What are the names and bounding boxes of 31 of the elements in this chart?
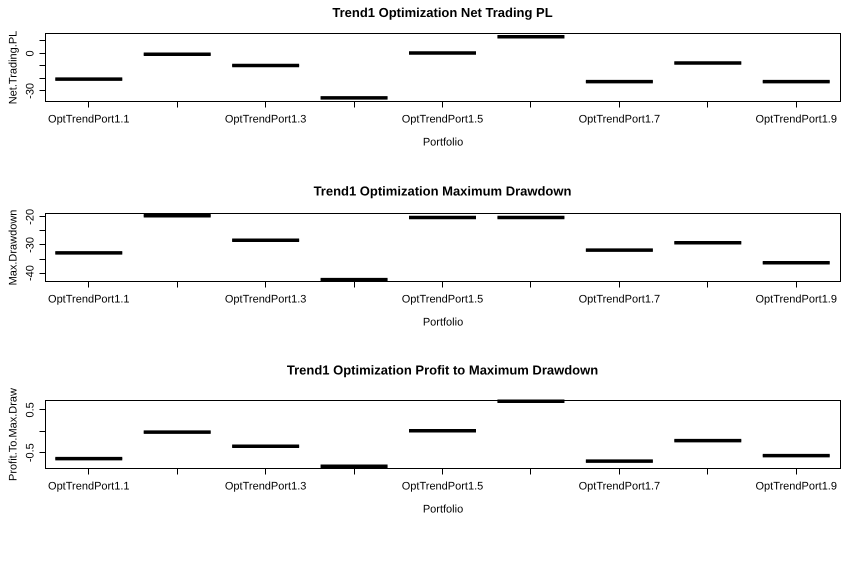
y-tick-label: 0 xyxy=(24,50,36,57)
x-tick-label: OptTrendPort1.3 xyxy=(224,294,306,306)
x-tick-label: OptTrendPort1.9 xyxy=(755,114,837,126)
y-tick-label: -30 xyxy=(24,237,36,253)
x-axis-title: Portfolio xyxy=(422,504,464,516)
chart-title: Trend1 Optimization Maximum Drawdown xyxy=(314,183,572,198)
x-tick-label: OptTrendPort1.7 xyxy=(578,480,660,492)
chart-title: Trend1 Optimization Net Trading PL xyxy=(332,5,553,20)
y-tick-label: -20 xyxy=(24,208,36,225)
y-tick-label: -0.5 xyxy=(24,443,36,462)
x-tick-label: OptTrendPort1.7 xyxy=(578,294,660,306)
x-tick-label: OptTrendPort1.1 xyxy=(48,480,130,492)
y-axis-title: Net.Trading.PL xyxy=(8,30,20,104)
x-tick-label: OptTrendPort1.5 xyxy=(402,114,484,126)
y-tick-label: -30 xyxy=(24,82,36,99)
y-tick-label: -40 xyxy=(24,265,36,282)
x-tick-label: OptTrendPort1.1 xyxy=(48,294,130,306)
x-tick-label: OptTrendPort1.7 xyxy=(578,114,660,126)
x-tick-label: OptTrendPort1.9 xyxy=(755,294,837,306)
chart-title: Trend1 Optimization Profit to Maximum Drawdown xyxy=(286,362,598,378)
x-axis-title: Portfolio xyxy=(422,316,464,328)
x-tick-label: OptTrendPort1.5 xyxy=(402,480,484,492)
x-tick-label: OptTrendPort1.1 xyxy=(48,114,130,126)
x-tick-label: OptTrendPort1.3 xyxy=(224,480,306,492)
x-tick-label: OptTrendPort1.5 xyxy=(402,294,484,306)
x-tick-label: OptTrendPort1.9 xyxy=(755,480,837,492)
y-tick-label: 0.5 xyxy=(24,402,36,418)
x-axis-title: Portfolio xyxy=(422,136,464,148)
x-tick-label: OptTrendPort1.3 xyxy=(224,114,306,126)
y-axis-title: Profit.To.Max.Draw xyxy=(8,388,20,481)
y-axis-title: Max.Drawdown xyxy=(8,210,20,286)
